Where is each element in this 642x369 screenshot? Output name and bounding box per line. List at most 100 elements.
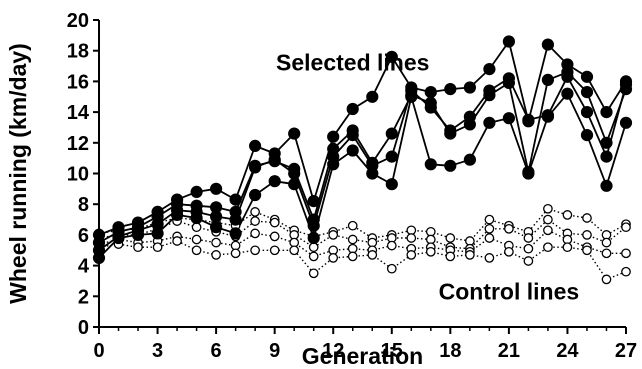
- selected-point: [424, 101, 437, 114]
- selected-point: [424, 86, 437, 99]
- selected-point: [327, 158, 340, 171]
- control-point: [445, 233, 456, 243]
- control-point: [504, 223, 514, 234]
- control-point: [484, 214, 495, 225]
- control-point: [172, 236, 182, 246]
- selected-point: [92, 251, 106, 264]
- selected-point: [463, 110, 476, 123]
- selected-line-2: [98, 71, 627, 244]
- selected-point: [405, 90, 418, 103]
- selected-point: [151, 227, 164, 240]
- control-point: [562, 242, 573, 253]
- control-line-6: [98, 218, 627, 250]
- control-point: [133, 242, 143, 253]
- control-point: [308, 242, 319, 253]
- y-tick-label: 18: [67, 41, 89, 63]
- control-point: [523, 256, 534, 266]
- selected-point: [502, 72, 515, 85]
- control-point: [191, 234, 202, 245]
- selected-point: [385, 150, 398, 163]
- selected-point: [346, 129, 359, 142]
- selected-point: [444, 124, 457, 137]
- selected-point: [307, 195, 320, 208]
- control-point: [250, 216, 260, 226]
- control-point: [406, 233, 417, 243]
- selected-line-4: [98, 92, 627, 259]
- selected-point: [229, 227, 242, 240]
- selected-point: [385, 127, 398, 140]
- selected-point: [541, 110, 555, 123]
- control-point: [601, 248, 612, 259]
- selected-point: [580, 106, 594, 119]
- control-point: [445, 251, 456, 262]
- selected-point: [288, 178, 301, 191]
- control-point: [211, 237, 221, 248]
- selected-point: [327, 130, 340, 143]
- control-point: [562, 210, 573, 220]
- selected-point: [346, 102, 359, 116]
- selected-point: [483, 116, 496, 129]
- control-point: [250, 207, 260, 217]
- control-point: [504, 246, 514, 257]
- x-axis-title: Generation: [302, 343, 423, 369]
- control-point: [347, 234, 358, 245]
- x-tick-label: 0: [93, 340, 104, 362]
- control-point: [250, 228, 260, 239]
- selected-point: [190, 211, 203, 225]
- selected-point: [580, 129, 594, 142]
- y-tick-label: 6: [78, 225, 89, 247]
- selected-point: [288, 167, 301, 180]
- selected-point: [229, 193, 242, 206]
- selected-point: [366, 90, 379, 103]
- control-point: [289, 245, 300, 256]
- control-point: [386, 263, 397, 274]
- control-point: [406, 250, 417, 260]
- x-tick-label: 6: [211, 340, 222, 362]
- selected-point: [600, 179, 613, 192]
- selected-point: [600, 106, 613, 119]
- control-point: [523, 233, 534, 243]
- y-tick-label: 2: [78, 286, 89, 308]
- x-tick-label: 24: [556, 340, 579, 362]
- selected-point: [444, 83, 457, 96]
- y-tick-label: 12: [67, 133, 89, 155]
- selected-point: [210, 221, 223, 234]
- selected-point: [541, 38, 555, 51]
- y-tick-label: 4: [78, 256, 90, 278]
- x-tick-label: 21: [498, 340, 520, 362]
- selected-point: [619, 78, 633, 91]
- x-tick-label: 12: [322, 340, 344, 362]
- selected-point: [112, 231, 125, 245]
- y-tick-label: 20: [67, 10, 89, 32]
- selected-point: [190, 185, 203, 198]
- selected-point: [463, 153, 476, 166]
- control-point: [250, 245, 260, 256]
- selected-point: [483, 63, 496, 76]
- control-point: [484, 223, 495, 234]
- selected-point: [210, 182, 223, 195]
- x-tick-label: 27: [615, 340, 637, 362]
- selected-point: [522, 113, 535, 126]
- control-point: [582, 213, 592, 223]
- x-tick-label: 3: [152, 340, 163, 362]
- control-point: [347, 251, 358, 262]
- x-tick-label: 18: [439, 340, 461, 362]
- selected-point: [522, 167, 535, 180]
- selected-point: [600, 150, 613, 163]
- control-point: [328, 253, 339, 263]
- control-point: [621, 222, 631, 233]
- annotation-selected-lines: Selected lines: [276, 50, 429, 76]
- selected-point: [288, 127, 301, 140]
- selected-point: [580, 70, 594, 83]
- selected-point: [619, 116, 633, 129]
- control-point: [484, 253, 495, 263]
- selected-line-3: [98, 75, 627, 252]
- control-point: [582, 245, 592, 256]
- selected-point: [541, 73, 555, 87]
- y-tick-label: 0: [78, 317, 89, 339]
- selected-point: [502, 35, 515, 48]
- control-point: [484, 233, 495, 243]
- selected-point: [463, 81, 476, 94]
- control-point: [328, 230, 339, 240]
